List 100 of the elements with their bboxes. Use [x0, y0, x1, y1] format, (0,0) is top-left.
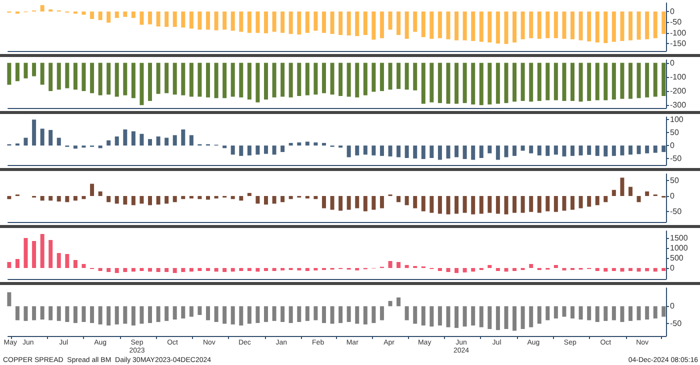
bar: [247, 268, 252, 271]
bar: [537, 306, 542, 324]
bar: [421, 146, 426, 160]
bar: [380, 196, 384, 208]
bar: [322, 306, 326, 324]
bar: [280, 306, 285, 322]
bar: [322, 12, 326, 33]
bar: [587, 306, 592, 320]
bar: [90, 184, 94, 196]
bar: [264, 146, 268, 154]
y-tick-label: -100: [670, 28, 687, 38]
bar: [546, 12, 550, 38]
bar: [421, 196, 426, 212]
bar: [140, 196, 144, 204]
y-tick-label: -100: [670, 72, 687, 82]
bar: [595, 306, 600, 322]
bar: [65, 254, 70, 268]
bar: [247, 306, 252, 324]
bar: [612, 190, 616, 196]
bar: [280, 196, 285, 202]
bar: [65, 196, 70, 202]
bar: [628, 306, 632, 321]
bar: [56, 196, 61, 202]
bar: [40, 128, 44, 146]
y-tick-label: -200: [670, 86, 687, 96]
bar: [529, 12, 534, 38]
bar: [388, 300, 392, 306]
bar: [148, 12, 152, 24]
bar: [206, 12, 210, 30]
bar: [595, 12, 600, 42]
bar: [264, 12, 268, 34]
bar: [520, 306, 525, 329]
bar: [438, 12, 442, 38]
bar: [421, 306, 426, 326]
bar: [239, 268, 244, 271]
bar: [106, 140, 111, 146]
y-tick-label: -50: [670, 319, 682, 328]
bar: [338, 12, 343, 35]
bar: [554, 146, 558, 155]
bar: [48, 306, 53, 320]
bar: [454, 196, 459, 214]
bar: [272, 12, 276, 32]
bar: [181, 129, 186, 146]
bar: [156, 268, 160, 272]
bar: [314, 306, 318, 320]
bar: [372, 12, 376, 40]
y-tick-label: 50: [670, 176, 680, 186]
bar: [123, 196, 128, 205]
bar: [48, 130, 53, 146]
bar: [330, 12, 334, 34]
y-tick-label: 0: [670, 302, 675, 311]
bar: [529, 196, 534, 212]
bar: [106, 268, 111, 272]
bar: [256, 12, 260, 33]
bar: [636, 12, 641, 40]
bar: [529, 146, 534, 154]
bar: [82, 264, 86, 268]
bar: [355, 12, 360, 36]
bar: [454, 306, 459, 328]
bar: [546, 196, 550, 212]
bar: [222, 268, 227, 272]
bar: [338, 306, 343, 324]
bar: [554, 12, 558, 38]
bar: [496, 306, 500, 330]
bar: [181, 12, 186, 28]
bar: [314, 196, 318, 200]
bar: [479, 196, 484, 214]
bar: [322, 142, 326, 146]
bar: [198, 268, 202, 271]
bar: [73, 260, 78, 268]
bar: [256, 268, 260, 272]
bar: [587, 12, 592, 42]
bar: [123, 306, 128, 324]
bar: [388, 146, 392, 156]
bar: [430, 306, 434, 327]
bar: [462, 306, 467, 327]
bar: [198, 196, 202, 200]
bar: [570, 306, 575, 318]
bar: [230, 268, 235, 272]
bar: [230, 306, 235, 324]
bar: [40, 196, 44, 201]
bar: [131, 268, 136, 272]
bar: [496, 196, 500, 214]
bar: [148, 139, 152, 146]
bar: [338, 196, 343, 211]
bar: [520, 196, 525, 213]
bar: [114, 268, 119, 273]
bar: [578, 196, 583, 208]
bar: [372, 146, 376, 156]
bar: [264, 196, 268, 205]
bar: [404, 196, 409, 206]
bar: [396, 262, 401, 268]
bar: [90, 306, 94, 324]
y-tick-label: 1500: [670, 234, 688, 242]
bar: [570, 196, 575, 210]
bar: [346, 306, 351, 322]
bar: [636, 306, 641, 320]
bar: [264, 306, 268, 322]
bar: [346, 146, 351, 158]
bar: [612, 146, 616, 156]
